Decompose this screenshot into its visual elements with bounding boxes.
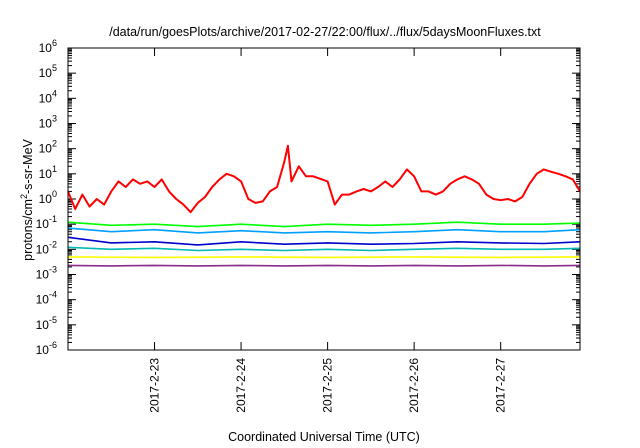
y-tick-label: 10-1 — [36, 214, 57, 231]
y-tick-label: 104 — [39, 88, 57, 105]
series-line-3 — [67, 227, 581, 234]
plot-frame — [67, 47, 581, 351]
x-tick-label: 2017-2-25 — [321, 358, 335, 413]
x-tick-label: 2017-2-23 — [148, 358, 162, 413]
chart-title: /data/run/goesPlots/archive/2017-02-27/2… — [109, 25, 541, 39]
x-tick-label: 2017-2-27 — [494, 358, 508, 413]
series-line-4 — [67, 236, 581, 246]
y-tick-label: 106 — [39, 38, 57, 55]
series-line-7 — [67, 264, 581, 267]
x-axis-ticks: 2017-2-23 2017-2-24 2017-2-25 2017-2-26 2017… — [148, 48, 508, 413]
y-tick-label: 10-2 — [36, 239, 57, 256]
y-tick-label: 10-4 — [36, 290, 57, 307]
y-tick-label: 10-5 — [36, 315, 57, 332]
y-tick-label: 101 — [39, 164, 57, 181]
y-tick-label: 105 — [39, 63, 57, 80]
y-tick-label: 103 — [39, 114, 57, 131]
y-tick-label: 102 — [39, 139, 57, 156]
series-line-1 — [67, 144, 581, 214]
series-line-2 — [67, 221, 581, 228]
y-axis-label: protons/cm2-s-sr-MeV — [19, 138, 35, 260]
y-axis-ticks: 10-6 10-5 10-4 10-3 10-2 10-1 100 101 102 103 104 1… — [36, 38, 580, 357]
x-axis-label: Coordinated Universal Time (UTC) — [228, 430, 420, 444]
y-tick-label: 10-6 — [36, 340, 57, 357]
series-line-5 — [67, 246, 581, 252]
series-layer — [67, 144, 581, 267]
y-tick-label: 100 — [39, 189, 57, 206]
x-tick-label: 2017-2-26 — [407, 358, 421, 413]
series-line-6 — [67, 256, 581, 259]
x-tick-label: 2017-2-24 — [234, 358, 248, 413]
y-tick-label: 10-3 — [36, 265, 57, 282]
